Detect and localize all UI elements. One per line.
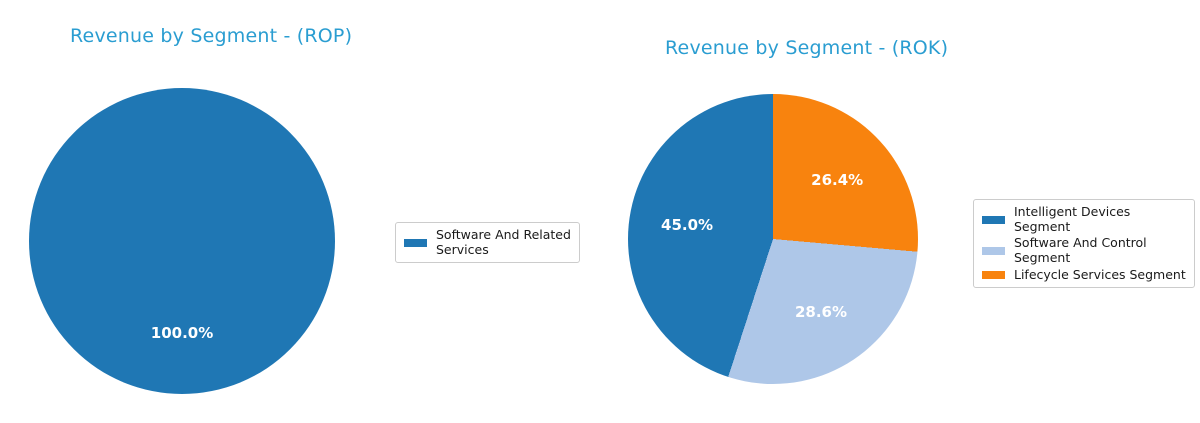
legend-swatch — [982, 215, 1005, 224]
legend-item: Lifecycle Services Segment — [982, 266, 1186, 283]
legend-rok: Intelligent Devices Segment Software And … — [973, 199, 1195, 289]
legend-label: Software And Control Segment — [1014, 235, 1147, 265]
legend-swatch — [404, 238, 427, 247]
legend-item: Intelligent Devices Segment — [982, 204, 1186, 234]
pie-rop: 100.0% — [29, 88, 335, 394]
legend-swatch — [982, 270, 1005, 279]
chart-title-rok: Revenue by Segment - (ROK) — [665, 37, 949, 59]
pie-rok: 45.0% 28.6% 26.4% — [628, 94, 918, 384]
pie-percent-label: 26.4% — [811, 171, 864, 190]
legend-label: Software And Related Services — [436, 227, 571, 257]
legend-item: Software And Control Segment — [982, 235, 1186, 265]
pie-percent-label: 45.0% — [661, 216, 714, 235]
pie-percent-label: 100.0% — [150, 323, 214, 342]
legend-label: Lifecycle Services Segment — [1014, 266, 1186, 282]
legend-label: Intelligent Devices Segment — [1014, 204, 1131, 234]
legend-rop: Software And Related Services — [395, 222, 580, 264]
chart-title-rop: Revenue by Segment - (ROP) — [70, 25, 353, 47]
legend-item: Software And Related Services — [404, 227, 571, 257]
legend-swatch — [982, 246, 1005, 255]
pie-percent-label: 28.6% — [794, 302, 848, 321]
